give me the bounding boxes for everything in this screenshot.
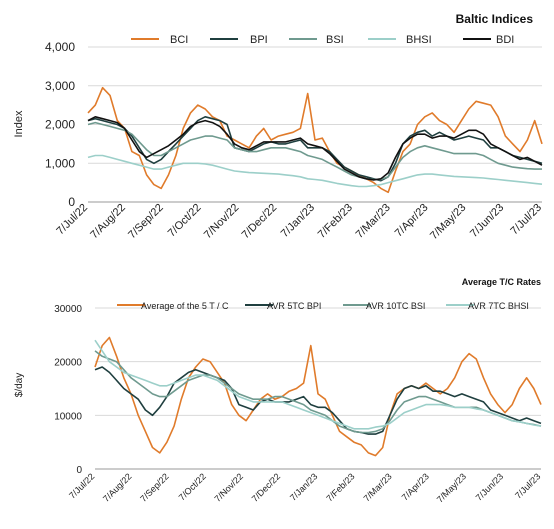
series-line-bdi [87, 116, 543, 181]
x-tick-label: 7/Oct/22 [166, 202, 204, 240]
legend-label-avr-5tc-bpi: AVR 5TC BPI [267, 301, 321, 311]
x-tick-label: 7/Dec/22 [250, 471, 283, 504]
y-tick-label: 2,000 [45, 118, 75, 132]
x-tick-label: 7/May/23 [428, 202, 468, 242]
legend-label-bdi: BDI [496, 34, 514, 46]
x-tick-label: 7/Dec/22 [240, 202, 280, 242]
x-tick-label: 7/Apr/23 [393, 202, 431, 240]
x-tick-label: 7/Jan/23 [288, 471, 319, 502]
y-tick-label: 4,000 [45, 40, 75, 54]
legend-label-avr-10tc-bsi: AVR 10TC BSI [366, 301, 425, 311]
chart-title: Average T/C Rates [462, 277, 541, 287]
series-line-bpi [87, 116, 543, 182]
y-tick-label: 1,000 [45, 156, 75, 170]
x-tick-label: 7/Mar/23 [362, 471, 394, 503]
legend-label-bsi: BSI [326, 34, 344, 46]
x-tick-label: 7/Jun/23 [474, 471, 505, 502]
x-tick-label: 7/May/23 [435, 471, 468, 504]
y-tick-label: 0 [76, 465, 82, 476]
chart-title: Baltic Indices [456, 12, 534, 26]
series-line-average-of-the-5-t-c [94, 336, 542, 457]
legend-label-bhsi: BHSI [406, 34, 432, 46]
legend-label-bci: BCI [170, 34, 188, 46]
x-tick-label: 7/Jul/23 [513, 471, 542, 500]
series-line-bhsi [87, 154, 543, 188]
series-line-bsi [87, 121, 542, 181]
x-tick-label: 7/Apr/23 [400, 471, 431, 502]
legend-label-avr-7tc-bhsi: AVR 7TC BHSI [468, 301, 529, 311]
x-tick-label: 7/Jul/23 [508, 202, 544, 238]
x-tick-label: 7/Mar/23 [354, 202, 393, 241]
y-axis-label: $/day [14, 373, 25, 397]
y-tick-label: 30000 [54, 304, 82, 315]
y-axis-label: Index [13, 110, 25, 137]
y-tick-label: 3,000 [45, 79, 75, 93]
legend-label-bpi: BPI [250, 34, 268, 46]
x-tick-label: 7/Jun/23 [468, 202, 506, 240]
y-tick-label: 20000 [54, 358, 82, 369]
series-line-avr-5tc-bpi [94, 366, 542, 435]
y-tick-label: 10000 [54, 411, 82, 422]
x-tick-label: 7/Nov/22 [213, 471, 246, 504]
series-line-avr-7tc-bhsi [94, 339, 542, 430]
x-tick-label: 7/Nov/22 [202, 202, 242, 242]
x-tick-label: 7/Sep/22 [126, 202, 166, 242]
x-tick-label: 7/Feb/23 [324, 471, 356, 503]
x-tick-label: 7/Aug/22 [101, 471, 134, 504]
baltic-indices-chart: Baltic Indices Index 0 1,000 2,000 3,000 4,000… [13, 12, 544, 242]
x-tick-label: 7/Jan/23 [279, 202, 317, 240]
legend-label-average-of-the-5-t-c: Average of the 5 T / C [141, 301, 229, 311]
y-tick-label: 0 [68, 195, 75, 209]
x-tick-label: 7/Oct/22 [177, 471, 208, 502]
series-line-bci [87, 86, 543, 194]
x-tick-label: 7/Sep/22 [138, 471, 171, 504]
average-tc-rates-chart: Average T/C Rates $/day 0 10000 20000 30000 7/… [14, 277, 542, 505]
x-tick-label: 7/Aug/22 [88, 202, 128, 242]
x-tick-label: 7/Feb/23 [316, 202, 355, 241]
